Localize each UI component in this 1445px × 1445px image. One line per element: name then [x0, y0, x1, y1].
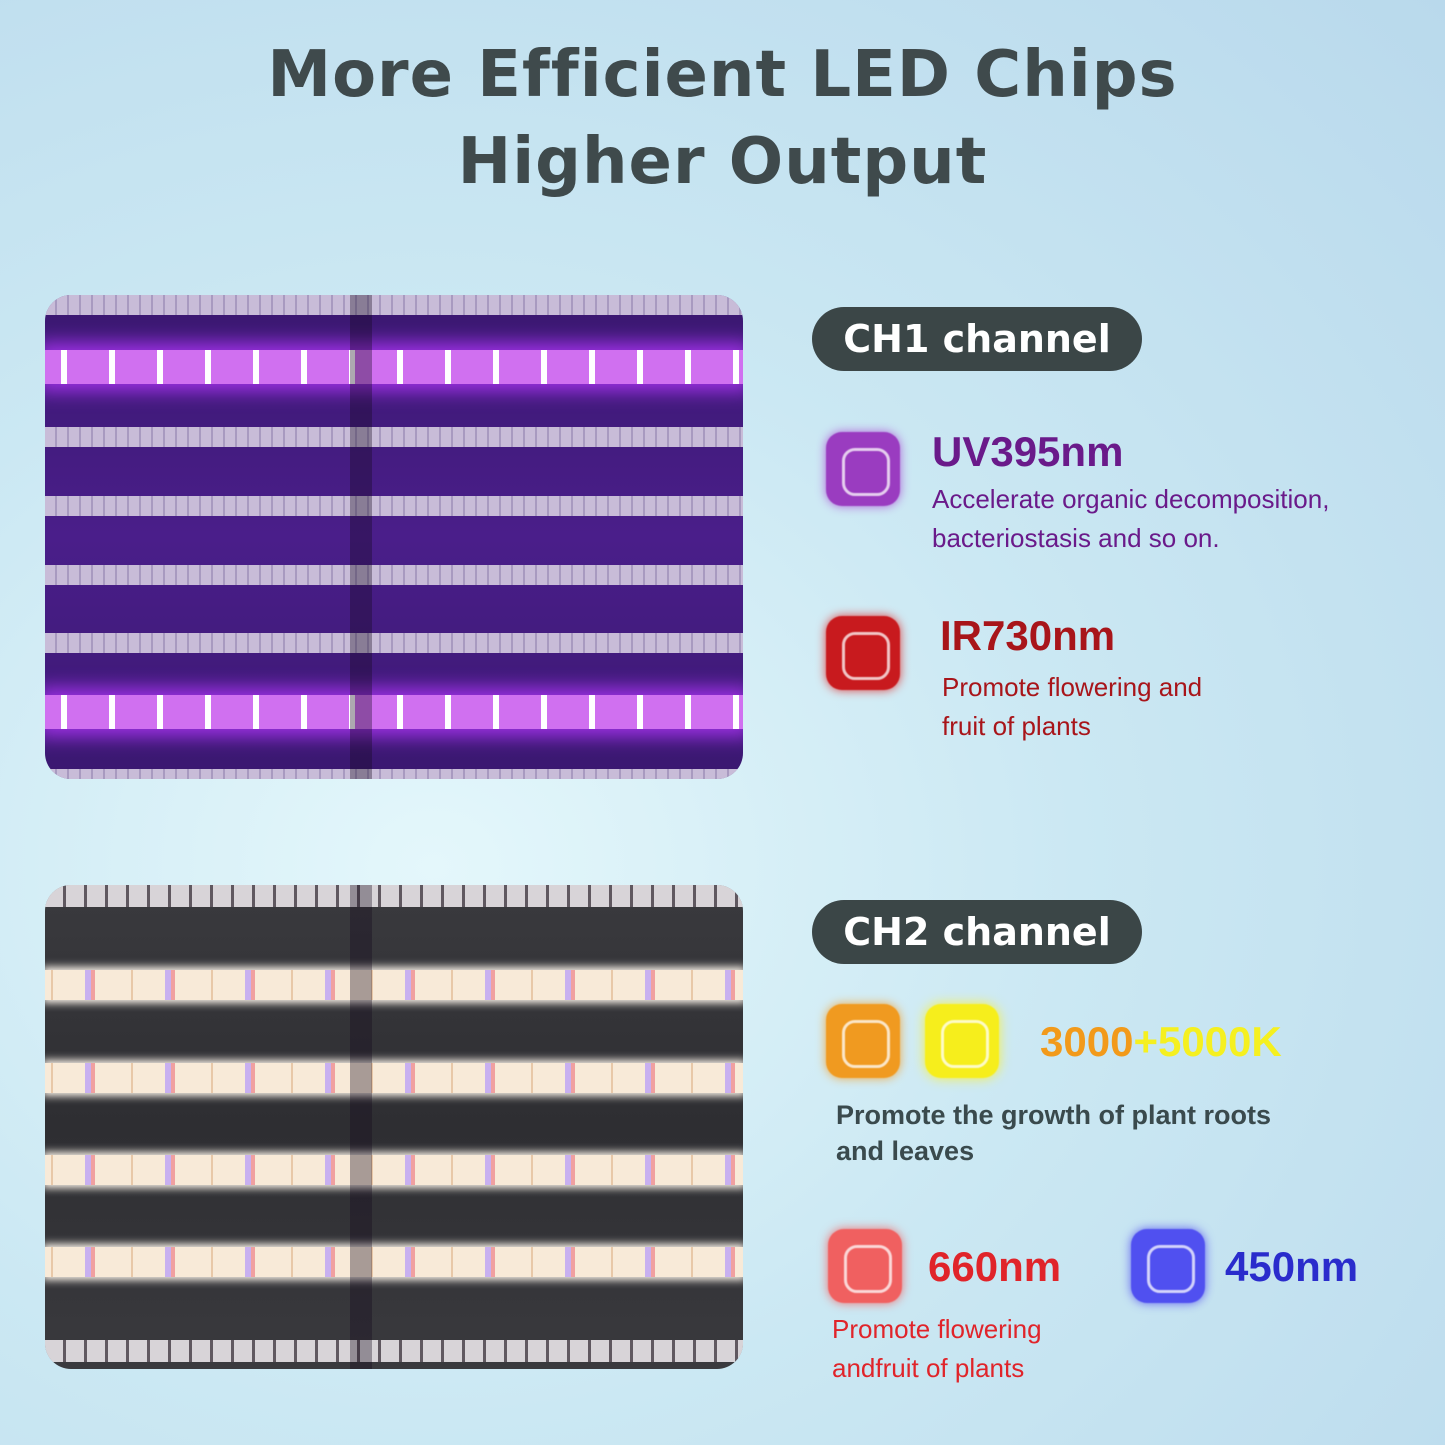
uv-chip-icon — [826, 432, 900, 506]
ch2-channel-badge: CH2 channel — [812, 900, 1142, 964]
uv-label: UV395nm — [932, 428, 1124, 475]
uv-desc-1: Accelerate organic decomposition, — [932, 484, 1330, 514]
ir-label: IR730nm — [940, 612, 1116, 659]
red-660-label: 660nm — [928, 1243, 1062, 1290]
cool-white-value: +5000K — [1133, 1018, 1282, 1065]
blue-450-chip-icon — [1131, 1229, 1205, 1303]
red-660-chip-icon — [828, 1229, 902, 1303]
ir-desc-2: fruit of plants — [942, 711, 1091, 741]
blue-450-label: 450nm — [1225, 1243, 1359, 1290]
white-spectrum-label: 3000+5000K — [1040, 1018, 1282, 1066]
warm-white-chip-icon — [826, 1004, 900, 1078]
cool-white-chip-icon — [925, 1004, 999, 1078]
ir-chip-icon — [826, 616, 900, 690]
red-desc-1: Promote flowering — [832, 1314, 1042, 1344]
headline-line1: More Efficient LED Chips — [267, 38, 1178, 112]
white-desc-1: Promote the growth of plant roots — [836, 1100, 1271, 1130]
ir-desc-1: Promote flowering and — [942, 672, 1203, 702]
ch1-channel-badge: CH1 channel — [812, 307, 1142, 371]
headline-line2: Higher Output — [457, 125, 988, 199]
uv-desc-2: bacteriostasis and so on. — [932, 523, 1220, 553]
ch1-led-photo — [45, 295, 743, 779]
white-desc-2: and leaves — [836, 1136, 975, 1166]
warm-white-value: 3000 — [1040, 1018, 1134, 1065]
ch2-led-photo — [45, 885, 743, 1369]
red-desc-2: andfruit of plants — [832, 1353, 1025, 1383]
